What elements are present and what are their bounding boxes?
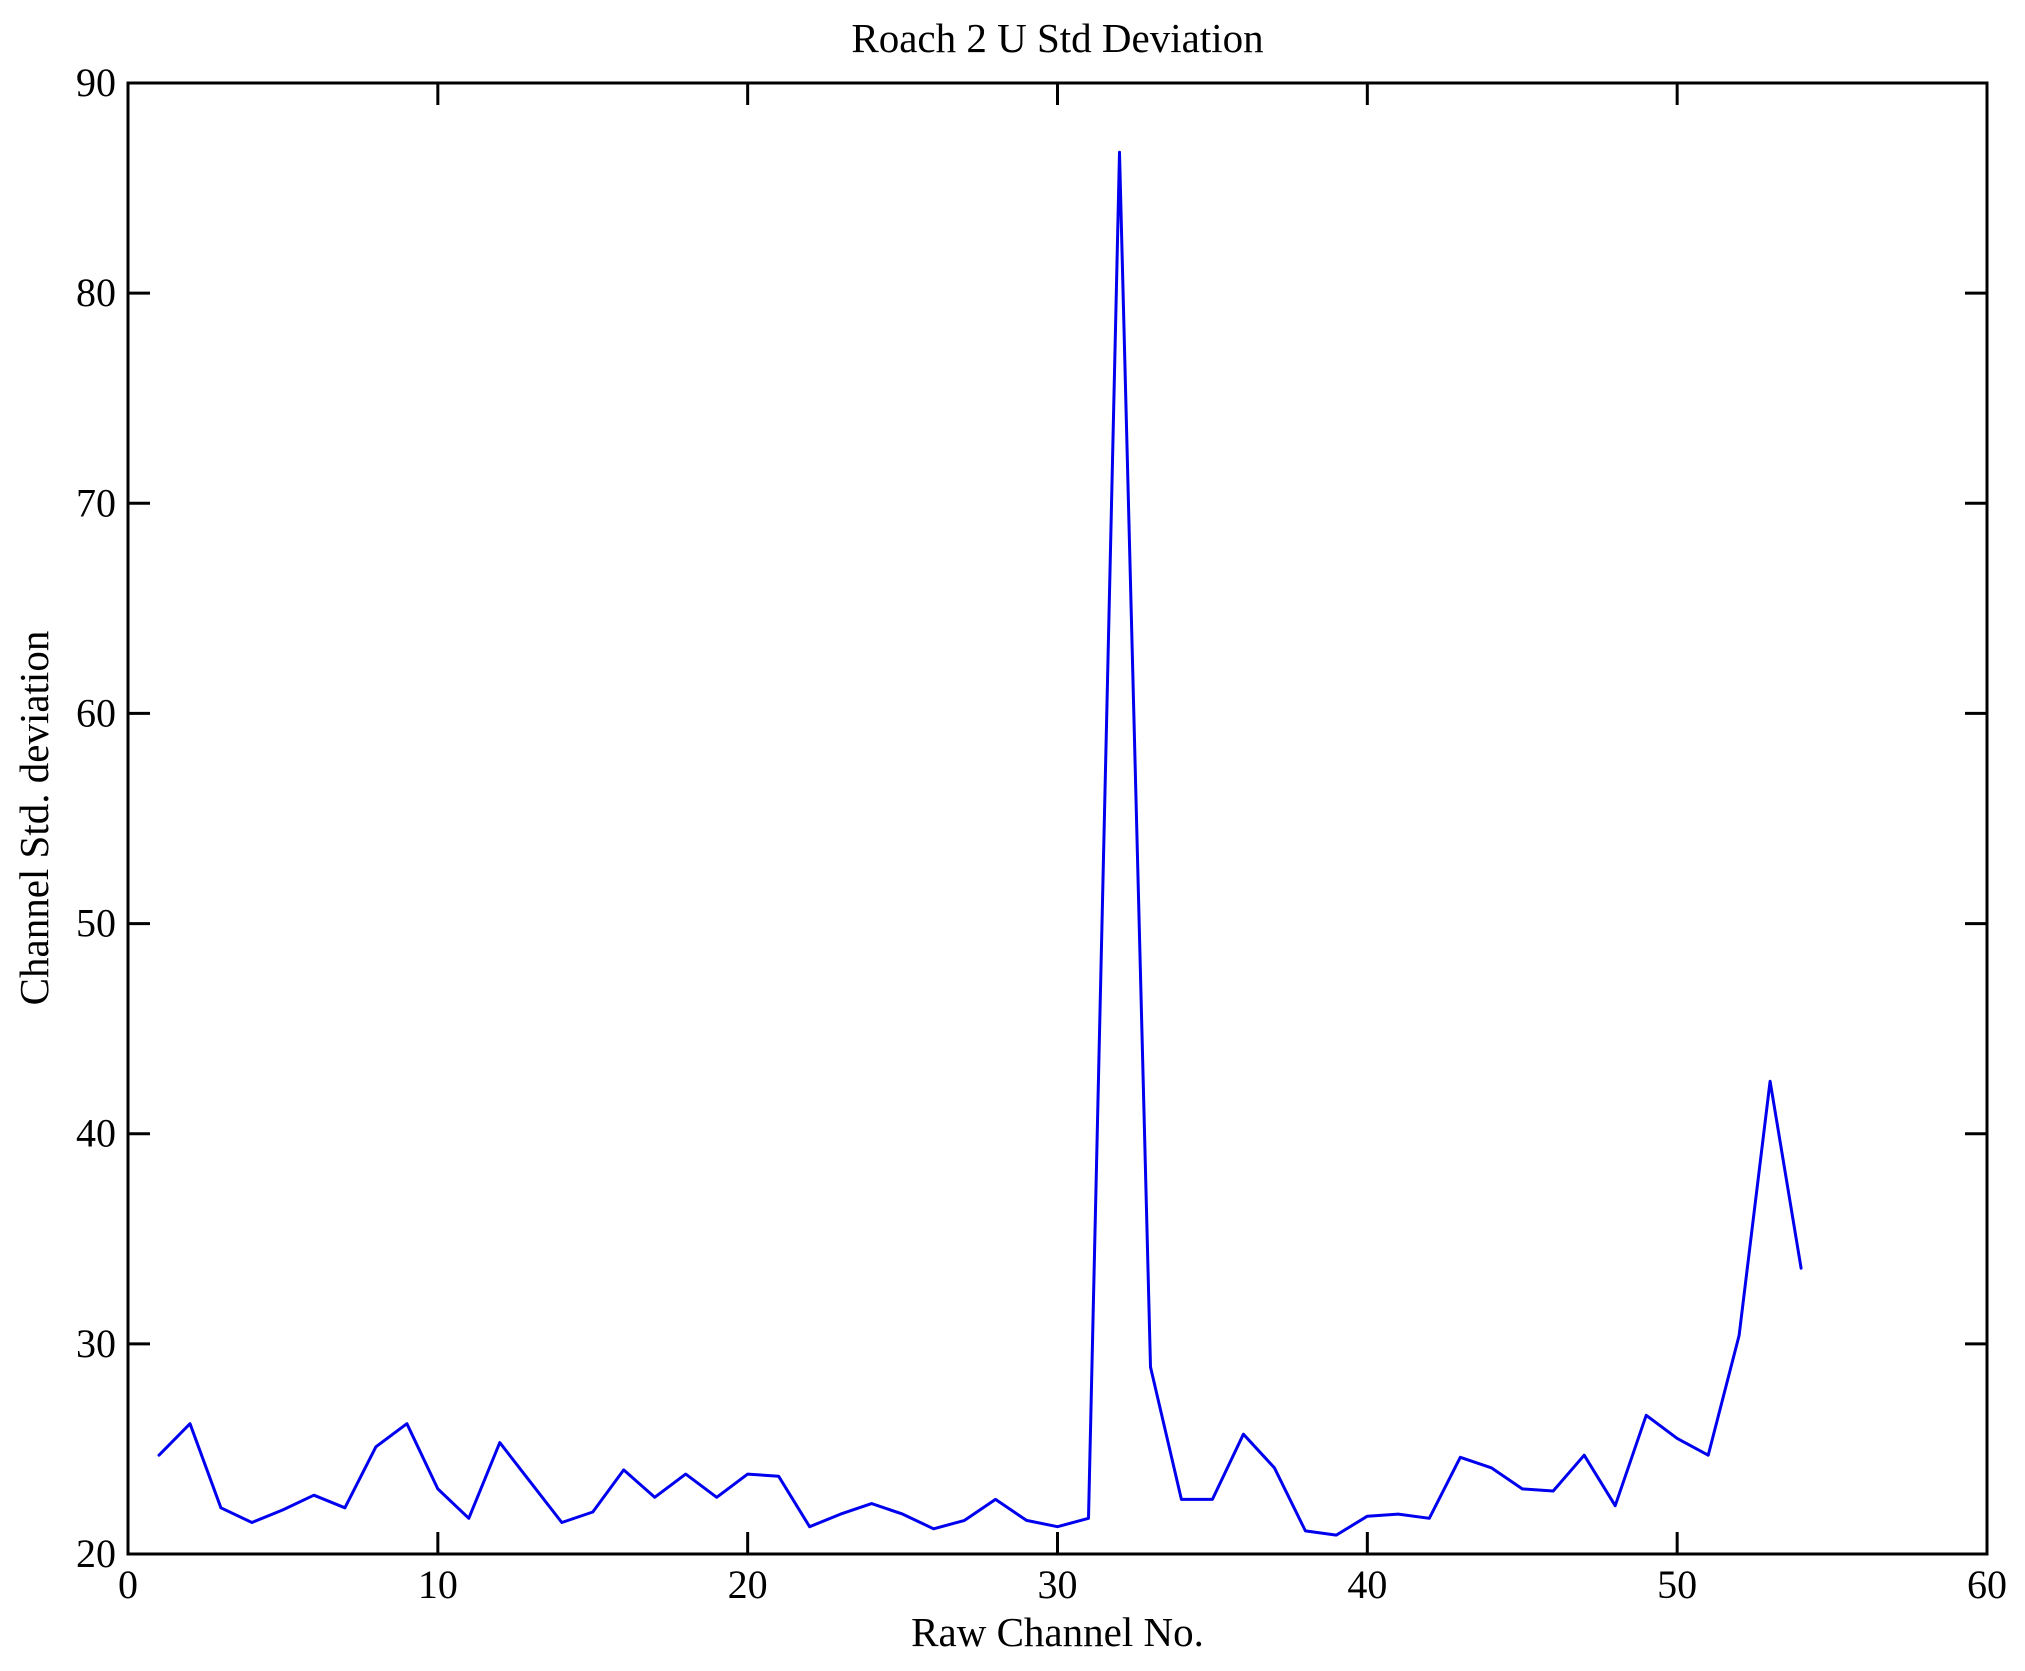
y-axis-label: Channel Std. deviation xyxy=(11,630,57,1006)
y-tick-label: 30 xyxy=(76,1321,116,1366)
x-tick-label: 10 xyxy=(418,1562,458,1607)
x-tick-label: 20 xyxy=(728,1562,768,1607)
y-tick-label: 80 xyxy=(76,270,116,315)
y-tick-label: 20 xyxy=(76,1531,116,1576)
y-tick-label: 70 xyxy=(76,480,116,525)
x-tick-label: 50 xyxy=(1657,1562,1697,1607)
plot-border xyxy=(126,81,1989,1556)
x-axis-label: Raw Channel No. xyxy=(911,1609,1204,1655)
y-tick-label: 90 xyxy=(76,60,116,105)
data-line xyxy=(157,150,1803,1537)
x-tick-label: 30 xyxy=(1038,1562,1078,1607)
y-tick-label: 60 xyxy=(76,690,116,735)
x-tick-label: 0 xyxy=(118,1562,138,1607)
chart-title: Roach 2 U Std Deviation xyxy=(851,15,1264,61)
x-tick-label: 40 xyxy=(1347,1562,1387,1607)
x-tick-label: 60 xyxy=(1967,1562,2007,1607)
y-tick-label: 40 xyxy=(76,1111,116,1156)
y-tick-label: 50 xyxy=(76,901,116,946)
